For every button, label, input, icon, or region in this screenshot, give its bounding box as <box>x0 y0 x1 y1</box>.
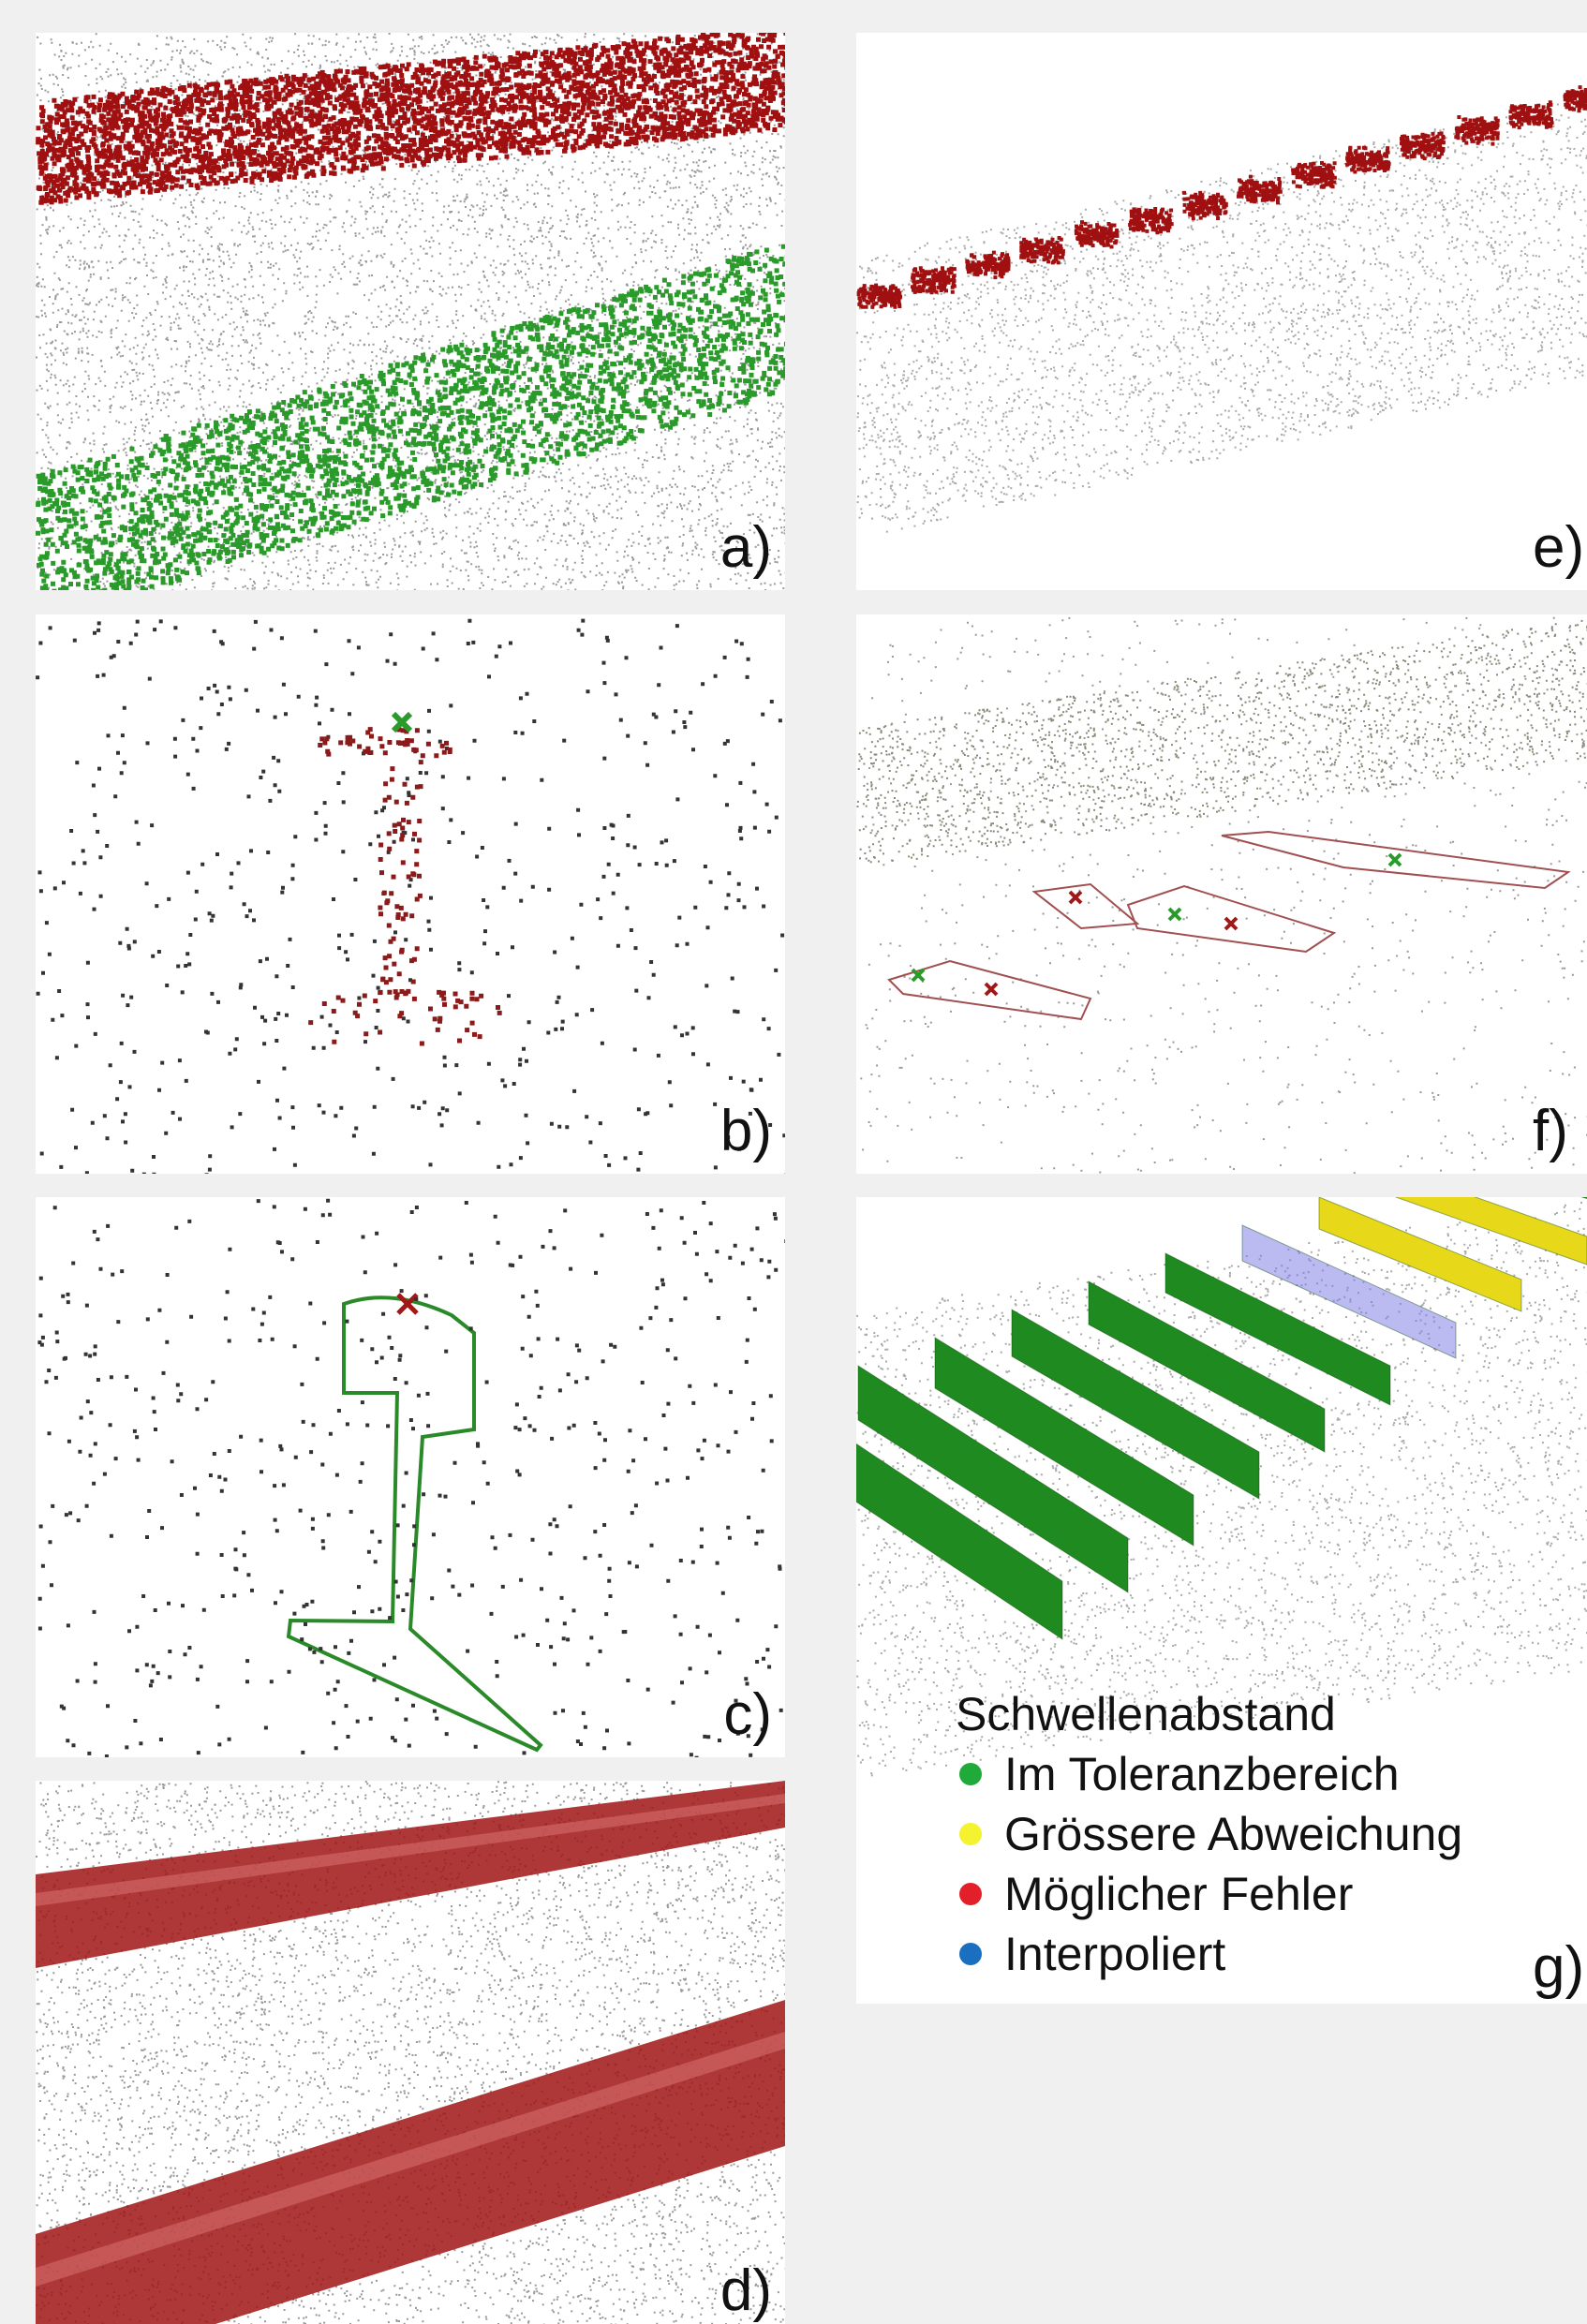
points <box>1237 175 1283 205</box>
points <box>911 266 957 294</box>
figure: a) b) c) d) e) f) Schwellenabstand Im To… <box>0 0 1587 2324</box>
panel-label: a) <box>720 519 772 577</box>
panel-b: b) <box>36 614 785 1174</box>
panel-f: f) <box>856 614 1587 1174</box>
point-cloud <box>856 33 1587 590</box>
panel-e: e) <box>856 33 1587 590</box>
points <box>1019 236 1065 264</box>
point-cloud <box>36 1197 785 1757</box>
marker <box>1389 854 1401 866</box>
point-cloud <box>36 33 785 590</box>
panel-d: d) <box>36 1781 785 2324</box>
points <box>1400 131 1446 160</box>
panel-a: a) <box>36 33 785 590</box>
marker <box>398 1295 417 1313</box>
legend-text: Grössere Abweichung <box>1004 1808 1462 1860</box>
legend-text: Im Toleranzbereich <box>1004 1748 1400 1800</box>
point-cloud <box>856 614 1587 1174</box>
rail-profile <box>289 1297 541 1750</box>
panel-label: c) <box>723 1686 772 1744</box>
sleeper-outline <box>1128 886 1334 952</box>
points <box>36 619 785 1174</box>
points <box>36 33 785 205</box>
marker <box>393 714 410 731</box>
marker <box>1070 892 1081 903</box>
points <box>308 727 502 1045</box>
legend-item: Interpoliert <box>956 1924 1462 1984</box>
legend: Schwellenabstand Im Toleranzbereich Grös… <box>956 1684 1462 1984</box>
points <box>1564 84 1587 112</box>
panel-label: d) <box>720 2262 772 2320</box>
legend-dot <box>959 1883 982 1905</box>
points <box>1291 161 1337 189</box>
points <box>37 1199 785 1757</box>
panel-label: f) <box>1533 1103 1568 1161</box>
marker <box>1169 909 1180 920</box>
legend-dot <box>959 1823 982 1845</box>
points <box>857 284 902 309</box>
points <box>1075 220 1120 248</box>
legend-item: Im Toleranzbereich <box>956 1744 1462 1804</box>
point-cloud <box>36 614 785 1174</box>
points <box>859 617 1587 1174</box>
points <box>1509 100 1554 129</box>
legend-dot <box>959 1763 982 1785</box>
legend-dot <box>959 1943 982 1965</box>
legend-text: Möglicher Fehler <box>1004 1868 1353 1920</box>
points <box>1128 207 1174 234</box>
sleeper-outline <box>1034 884 1137 928</box>
legend-text: Interpoliert <box>1004 1928 1225 1980</box>
legend-item: Grössere Abweichung <box>956 1804 1462 1864</box>
points <box>857 616 1587 863</box>
panel-label: b) <box>720 1103 772 1161</box>
marker <box>1225 918 1237 929</box>
point-cloud <box>36 1781 785 2324</box>
legend-title: Schwellenabstand <box>956 1684 1462 1744</box>
panel-g: Schwellenabstand Im Toleranzbereich Grös… <box>856 1197 1587 2004</box>
points <box>1454 115 1500 146</box>
points <box>856 96 1587 533</box>
legend-item: Möglicher Fehler <box>956 1864 1462 1924</box>
panel-label: e) <box>1533 519 1584 577</box>
marker <box>986 984 997 995</box>
panel-c: c) <box>36 1197 785 1757</box>
panel-label: g) <box>1533 1939 1584 1997</box>
points <box>1345 146 1391 174</box>
points <box>36 244 785 590</box>
points <box>1182 191 1228 220</box>
